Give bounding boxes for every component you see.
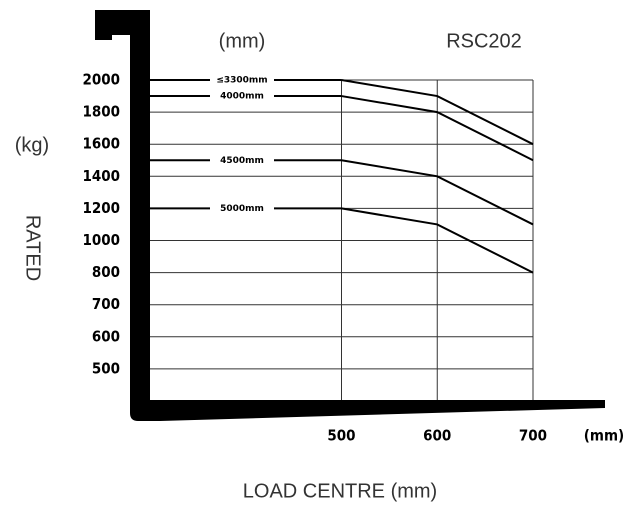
x-tick-label: 700 <box>519 427 547 445</box>
x-label: LOAD CENTRE (mm) <box>243 480 437 502</box>
x-tick-label: 500 <box>327 427 355 445</box>
y-tick-label: 600 <box>92 327 120 345</box>
y-tick-label: 500 <box>92 359 120 377</box>
x-tick-label: 600 <box>423 427 451 445</box>
y-tick-label: 1200 <box>82 199 120 217</box>
y-label: RATED <box>22 215 44 281</box>
y-tick-label: 1400 <box>82 167 120 185</box>
chart-title: RSC202 <box>446 30 522 52</box>
series-label: 4500mm <box>220 156 264 166</box>
y-tick-label: 2000 <box>82 71 120 89</box>
chart: (mm) RSC202 (kg) RATED LOAD CENTRE (mm) … <box>0 0 626 506</box>
fork-axis <box>95 10 605 421</box>
y-tick-label: 1800 <box>82 103 120 121</box>
series-label: ≤3300mm <box>216 76 267 86</box>
y-unit: (kg) <box>15 134 49 156</box>
x-tick-unit: (mm) <box>584 427 624 445</box>
series-label: 5000mm <box>220 204 264 214</box>
y-tick-label: 700 <box>92 295 120 313</box>
y-tick-label: 1000 <box>82 231 120 249</box>
top-unit: (mm) <box>219 30 266 52</box>
y-tick-label: 800 <box>92 263 120 281</box>
series-label: 4000mm <box>220 92 264 102</box>
y-tick-label: 1600 <box>82 135 120 153</box>
